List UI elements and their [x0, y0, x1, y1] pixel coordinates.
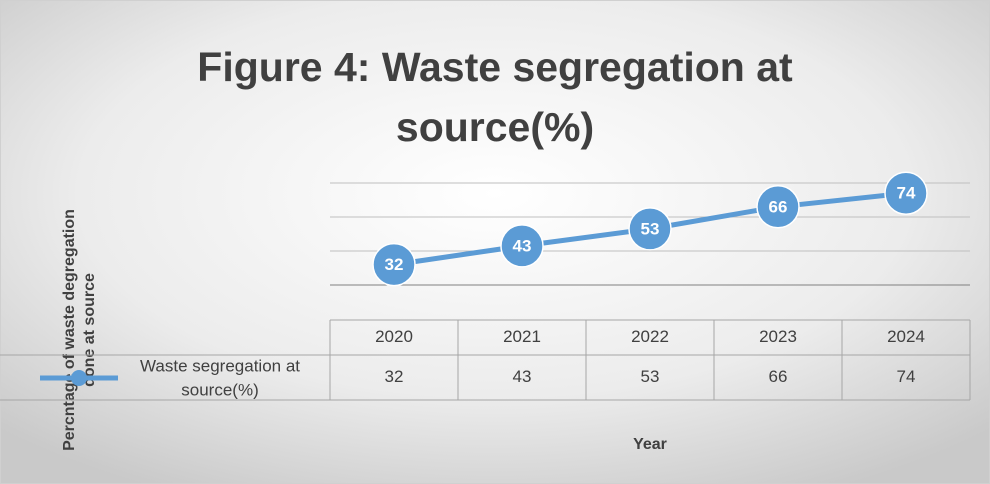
- data-label: 66: [769, 197, 788, 216]
- data-point: [500, 224, 544, 268]
- table-value: 32: [385, 367, 404, 386]
- data-point: [756, 185, 800, 229]
- table-value: 53: [641, 367, 660, 386]
- legend-label: source(%): [181, 380, 258, 399]
- x-tick-label: 2024: [887, 327, 925, 346]
- data-label: 32: [385, 255, 404, 274]
- y-axis-label: Percntage of waste degregation: [61, 209, 78, 451]
- legend-label: Waste segregation at: [140, 356, 300, 375]
- x-axis-label: Year: [633, 436, 667, 453]
- data-label: 74: [897, 184, 916, 203]
- chart-title: Figure 4: Waste segregation at: [197, 44, 793, 90]
- data-point: [628, 207, 672, 251]
- chart-title: source(%): [396, 104, 594, 150]
- x-tick-label: 2021: [503, 327, 541, 346]
- data-label: 53: [641, 219, 660, 238]
- x-tick-label: 2023: [759, 327, 797, 346]
- table-value: 66: [769, 367, 788, 386]
- x-tick-label: 2022: [631, 327, 669, 346]
- data-point: [884, 171, 928, 215]
- table-value: 74: [897, 367, 916, 386]
- data-label: 43: [513, 236, 532, 255]
- legend-key: [71, 370, 87, 386]
- y-axis-label: done at source: [81, 273, 98, 387]
- data-point: [372, 242, 416, 287]
- table-value: 43: [513, 367, 532, 386]
- x-tick-label: 2020: [375, 327, 413, 346]
